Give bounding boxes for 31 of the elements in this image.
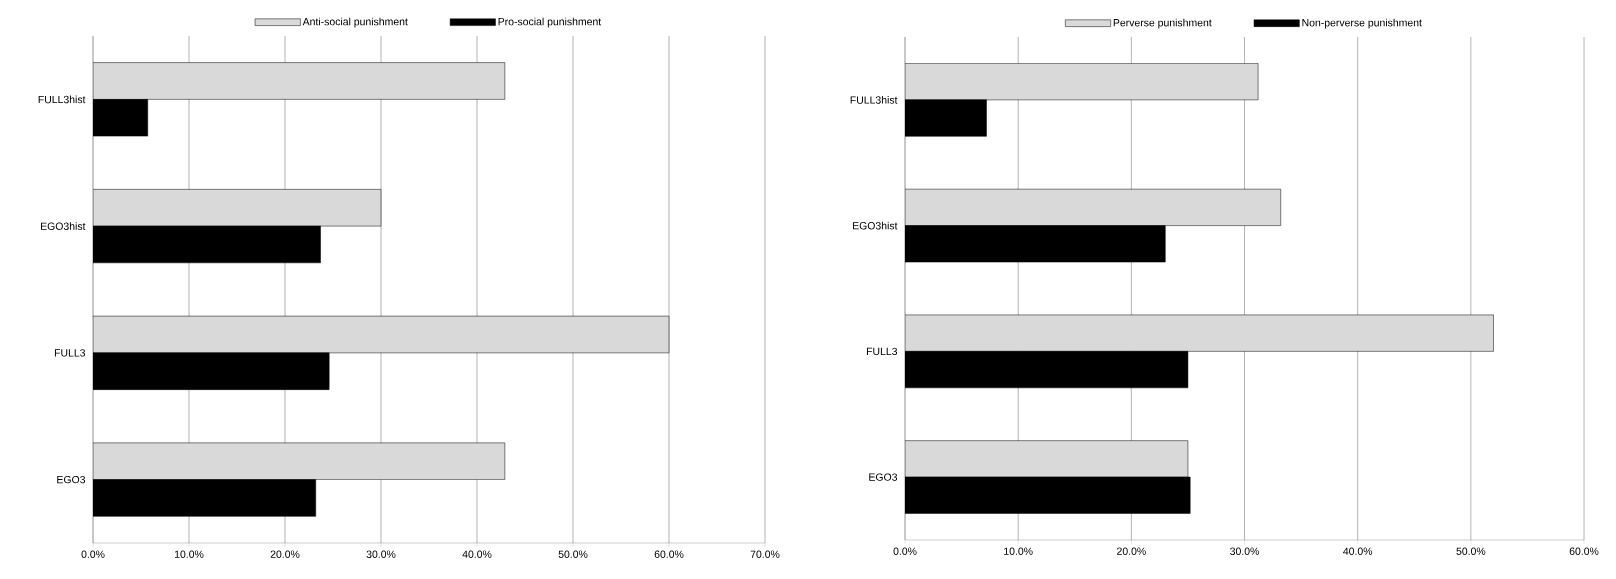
- x-tick-label: 10.0%: [174, 550, 204, 558]
- bar: [93, 189, 382, 227]
- x-tick-label: 50.0%: [558, 550, 588, 558]
- x-tick-label: 40.0%: [1343, 547, 1373, 555]
- y-tick-label: FULL3hist: [38, 95, 86, 104]
- x-tick-label: 0.0%: [81, 550, 105, 558]
- bar: [93, 315, 670, 354]
- y-tick-label: EGO3hist: [41, 222, 86, 230]
- y-tick-label: FULL3: [866, 347, 898, 356]
- y-tick-label: EGO3: [869, 473, 898, 481]
- x-tick-label: 30.0%: [366, 550, 396, 558]
- legend-label: Perverse punishment: [1113, 18, 1212, 29]
- x-tick-label: 20.0%: [1117, 547, 1146, 555]
- x-tick-label: 40.0%: [462, 550, 492, 558]
- legend-label: Pro-social punishment: [498, 17, 602, 28]
- legend-label: Anti-social punishment: [302, 17, 408, 28]
- x-tick-label: 60.0%: [1569, 547, 1599, 555]
- x-tick-label: 10.0%: [1004, 547, 1033, 555]
- x-tick-label: 30.0%: [1230, 547, 1259, 555]
- bar: [93, 442, 506, 480]
- y-tick-label: FULL3hist: [850, 96, 898, 104]
- x-tick-label: 70.0%: [750, 550, 780, 558]
- legend-label: Non-perverse punishment: [1302, 18, 1422, 29]
- x-tick-label: 60.0%: [654, 550, 684, 558]
- y-tick-label: EGO3: [57, 475, 86, 484]
- x-tick-label: 0.0%: [893, 547, 917, 555]
- bar: [93, 62, 506, 100]
- y-tick-label: FULL3: [54, 349, 86, 357]
- x-tick-label: 50.0%: [1456, 547, 1486, 555]
- x-tick-label: 20.0%: [270, 550, 300, 558]
- y-tick-label: EGO3hist: [853, 221, 898, 230]
